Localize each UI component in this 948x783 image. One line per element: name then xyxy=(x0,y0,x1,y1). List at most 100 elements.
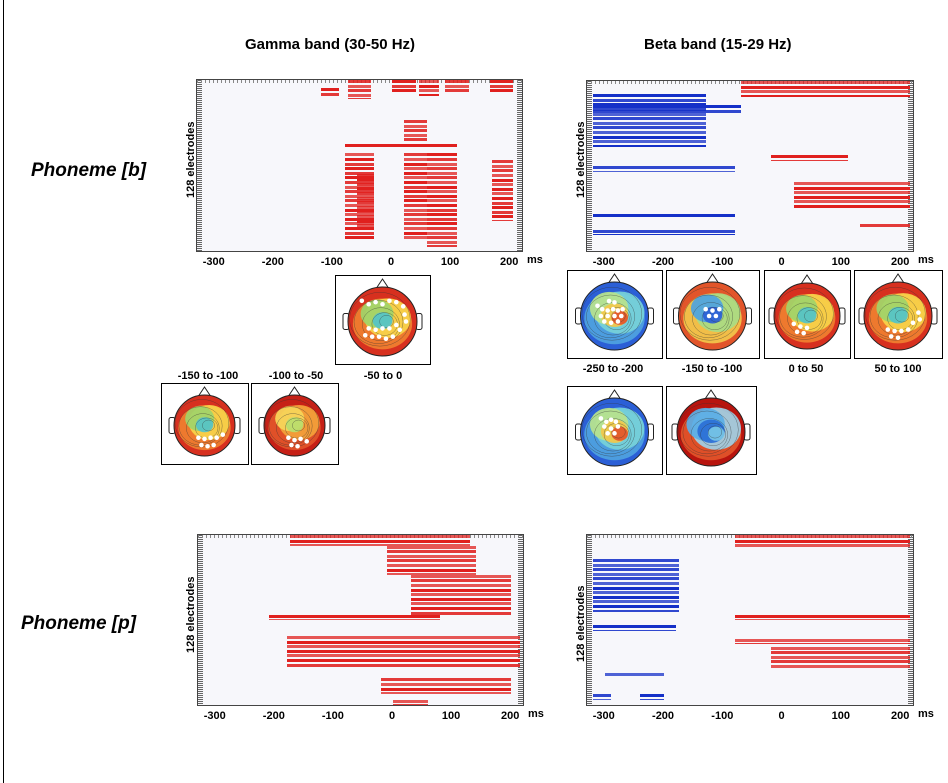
electrode-dot xyxy=(295,443,300,449)
gamma-p-segment-3 xyxy=(268,614,441,618)
topo-contour xyxy=(195,417,214,433)
gamma-b-segment-10 xyxy=(427,171,457,175)
beta-b-segment-2 xyxy=(592,109,742,113)
topo-isoline xyxy=(679,286,741,341)
gamma-p-segment-4 xyxy=(286,654,521,658)
gamma-b-segment-10 xyxy=(427,213,457,217)
topo-beta-b-5 xyxy=(567,386,663,475)
gamma-b-segment-10 xyxy=(427,245,457,247)
electrode-dot xyxy=(798,324,803,329)
beta-p-segment-8 xyxy=(640,694,665,698)
beta-p-segment-2 xyxy=(592,625,676,629)
electrode-dot xyxy=(605,431,610,436)
beta-b-segment-8 xyxy=(859,224,911,228)
beta-p-xtick: -200 xyxy=(652,710,675,722)
electrode-dot xyxy=(202,436,207,442)
gamma-b-segment-0 xyxy=(321,88,339,92)
electrode-dot xyxy=(286,435,291,440)
electrode-dot xyxy=(910,320,916,326)
gamma-b-segment-9 xyxy=(403,227,428,231)
gamma-p-xtick: -300 xyxy=(203,710,226,722)
gamma-b-segment-8 xyxy=(344,185,375,189)
electrode-dot xyxy=(905,327,911,332)
electrode-dot xyxy=(220,432,226,437)
gamma-b-segment-8 xyxy=(344,222,375,226)
gamma-b-segment-4 xyxy=(445,89,469,93)
beta-b-segment-1 xyxy=(592,121,706,125)
beta-p-segment-3 xyxy=(735,619,911,620)
gamma-p-xtick: -200 xyxy=(262,710,285,722)
gamma-p-segment-2 xyxy=(410,584,512,588)
gamma-b-segment-2 xyxy=(392,80,416,83)
beta-b-segment-7 xyxy=(794,181,911,185)
beta-p-segment-7 xyxy=(592,698,611,700)
gamma-p-segment-2 xyxy=(410,607,512,611)
gamma-b-segment-5 xyxy=(489,89,514,93)
gamma-b-segment-11 xyxy=(492,160,514,164)
topo-beta-b-1 xyxy=(567,270,663,359)
gamma-b-segment-8 xyxy=(344,181,375,185)
gamma-p-segment-0 xyxy=(289,544,470,546)
gamma-b-segment-10 xyxy=(427,227,457,231)
tickband-r-marks xyxy=(518,535,523,705)
electrode-dot xyxy=(615,319,621,324)
topo-gamma-label-2: -100 to -50 xyxy=(268,370,324,382)
beta-b-segment-1 xyxy=(592,94,706,98)
gamma-b-segment-9 xyxy=(403,190,428,194)
gamma-b-segment-10 xyxy=(427,208,457,212)
beta-p-segment-4 xyxy=(735,643,911,644)
topo-beta-b-6 xyxy=(666,386,757,475)
gamma-b-segment-6 xyxy=(403,129,428,133)
topo-isoline xyxy=(684,294,733,339)
electrode-dot xyxy=(602,424,607,429)
topo-isoline xyxy=(692,302,730,336)
gamma-b-segment-12 xyxy=(356,201,375,205)
electrode-dot xyxy=(289,442,294,448)
gamma-p-segment-2 xyxy=(410,574,512,578)
electrode-dot xyxy=(387,298,392,304)
topo-map xyxy=(575,273,654,351)
gamma-b-segment-11 xyxy=(492,196,514,200)
gamma-b-segment-9 xyxy=(403,194,428,198)
head-outline xyxy=(773,282,841,350)
electrode-dot xyxy=(608,417,614,423)
gamma-p-segment-4 xyxy=(286,649,521,653)
electrode-dot xyxy=(610,306,616,312)
gamma-b-segment-3 xyxy=(418,89,440,93)
gamma-b-segment-12 xyxy=(356,214,375,218)
electrode-dot xyxy=(208,435,213,440)
electrode-dot xyxy=(892,328,897,334)
beta-p-segment-5 xyxy=(770,660,911,664)
gamma-b-segment-8 xyxy=(344,153,375,157)
beta-p-segment-6 xyxy=(604,673,665,676)
electrode-dot xyxy=(403,319,409,324)
topo-isoline xyxy=(865,286,926,341)
gamma-b-segment-8 xyxy=(344,171,375,175)
beta-p-segment-1 xyxy=(592,572,679,576)
head-outline xyxy=(676,397,746,467)
beta-b-segment-6 xyxy=(770,155,848,159)
electrode-dot xyxy=(608,320,614,326)
beta-b-segment-7 xyxy=(794,186,911,190)
electrode-dot xyxy=(612,300,617,305)
gamma-p-segment-6 xyxy=(393,704,429,705)
gamma-p-ylabel: 128 electrodes xyxy=(185,576,197,653)
beta-band-title: Beta band (15-29 Hz) xyxy=(644,36,792,53)
electrode-dot xyxy=(703,306,708,312)
gamma-p-segment-1 xyxy=(387,545,476,549)
gamma-b-segment-10 xyxy=(427,231,457,235)
gamma-p-segment-2 xyxy=(410,602,512,606)
gamma-b-segment-4 xyxy=(445,84,469,88)
topo-isoline xyxy=(276,413,310,444)
beta-b-segment-0 xyxy=(741,94,911,97)
beta-b-segment-1 xyxy=(592,135,706,139)
gamma-b-segment-10 xyxy=(427,236,457,240)
gamma-b-segment-11 xyxy=(492,187,514,191)
topo-isoline xyxy=(379,315,394,328)
gamma-b-segment-11 xyxy=(492,192,514,196)
gamma-b-segment-12 xyxy=(356,210,375,214)
electrode-dot xyxy=(394,299,399,305)
beta-b-xtick: -100 xyxy=(711,256,734,268)
gamma-p-segment-0 xyxy=(289,539,470,543)
electrode-dot xyxy=(608,426,614,431)
